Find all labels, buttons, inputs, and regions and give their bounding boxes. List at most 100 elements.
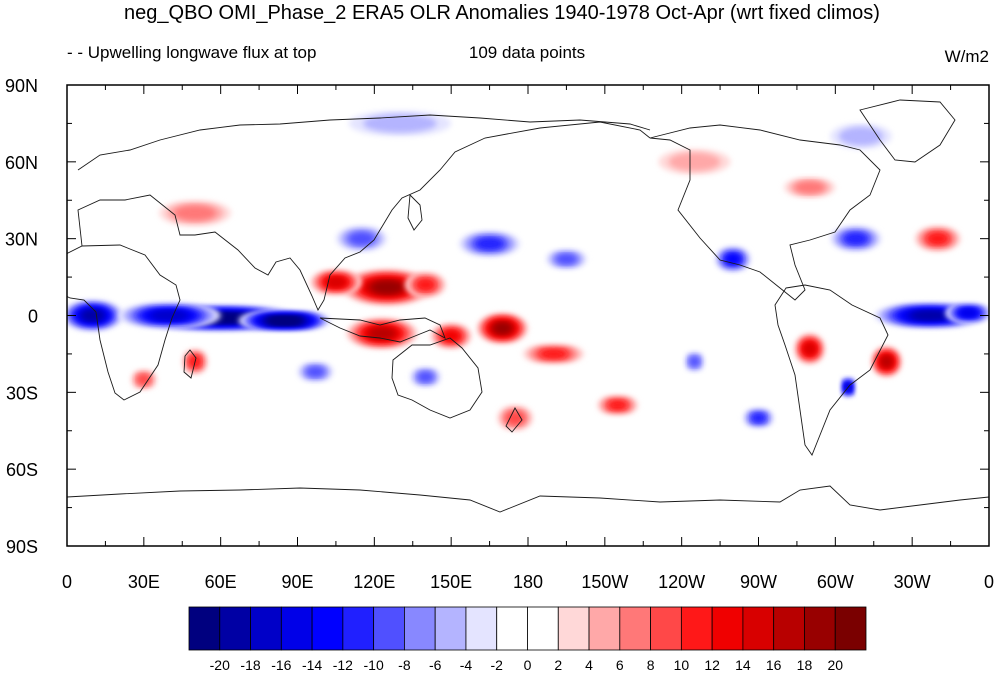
australia-coastline: [391, 337, 483, 419]
antarctica-coastline: [67, 485, 989, 513]
anomaly-contour: [418, 371, 434, 382]
anomaly-contour: [174, 205, 216, 221]
colorbar: -20 -18 -16 -14 -12 -10 -8 -6 -4 -2 0 2 4 6 8 10 12 14 16 1…: [188, 606, 867, 673]
lon-tick-label: 150E: [430, 572, 472, 592]
lon-tick-label: 60W: [817, 572, 854, 592]
colorbar-swatch: [404, 606, 436, 651]
subtitle-left: - - Upwelling longwave flux at top: [67, 43, 316, 62]
colorbar-label: -16: [271, 657, 291, 673]
colorbar-swatch: [434, 606, 467, 651]
lat-tick-label: 90N: [5, 76, 38, 96]
subtitle-center: 109 data points: [469, 43, 585, 62]
greenland-coastline: [859, 99, 956, 163]
colorbar-swatch: [280, 606, 313, 651]
anomaly-contour: [608, 400, 627, 410]
lon-tick-label: 180: [513, 572, 543, 592]
lat-tick-label: 60N: [5, 153, 38, 173]
anomaly-region-16: [545, 248, 587, 270]
colorbar-swatch: [588, 606, 621, 651]
anomaly-contour: [416, 279, 435, 291]
anomaly-contour: [476, 238, 503, 250]
colorbar-label: 12: [704, 657, 720, 673]
lon-tick-label: 0: [984, 572, 994, 592]
colorbar-swatch: [619, 606, 651, 651]
colorbar-swatch: [773, 606, 805, 651]
anomaly-contour: [369, 328, 395, 339]
anomaly-contour: [506, 411, 524, 425]
anomaly-contour: [271, 317, 298, 324]
colorbar-label: -4: [460, 657, 473, 673]
map-axis-ticks: [66, 84, 990, 547]
lon-tick-label: 60E: [205, 572, 237, 592]
colorbar-swatch: [219, 606, 251, 651]
anomaly-region-20: [794, 333, 826, 365]
anomaly-contour: [960, 309, 977, 317]
colorbar-label: 8: [647, 657, 655, 673]
anomaly-region-17: [714, 246, 751, 272]
colorbar-swatch: [650, 606, 682, 651]
anomaly-region-29: [743, 407, 774, 429]
anomaly-region-2: [238, 310, 331, 331]
colorbar-label: 4: [585, 657, 593, 673]
coastlines: [67, 99, 989, 513]
colorbar-label: 16: [766, 657, 782, 673]
anomaly-region-4: [118, 302, 221, 329]
colorbar-swatch: [834, 606, 867, 651]
lon-tick-label: 120E: [353, 572, 395, 592]
anomaly-region-18: [830, 225, 882, 252]
new-zealand-coastline: [505, 407, 523, 433]
anomaly-contour: [668, 152, 721, 172]
anomaly-contour: [751, 413, 766, 423]
anomaly-contour: [494, 323, 511, 334]
lon-tick-label: 0: [62, 572, 72, 592]
colorbar-label: -14: [302, 657, 322, 673]
anomaly-contour: [82, 310, 103, 321]
lon-tick-label: 30E: [128, 572, 160, 592]
anomaly-contour: [689, 356, 700, 367]
colorbar-swatch: [680, 606, 713, 651]
anomaly-region-27: [597, 394, 639, 416]
africa-coastline: [67, 244, 181, 401]
colorbar-label: -12: [333, 657, 353, 673]
colorbar-label: -20: [210, 657, 230, 673]
colorbar-label: 6: [616, 657, 624, 673]
anomaly-region-15: [458, 230, 521, 257]
anomaly-contour: [844, 233, 867, 245]
colorbar-swatch: [311, 606, 344, 651]
latitude-tick-labels: 90N 60N 30N 0 30S 60S 90S: [5, 76, 38, 557]
units-label: W/m2: [945, 47, 989, 66]
anomaly-contour: [725, 254, 740, 265]
longitude-tick-labels: 0 30E 60E 90E 120E 150E 180 150W 120W 90W 60W 30W 0: [62, 572, 994, 592]
anomaly-region-26: [410, 366, 441, 388]
anomaly-region-13: [522, 343, 585, 365]
colorbar-label: -8: [398, 657, 411, 673]
anomaly-region-3: [67, 300, 124, 331]
colorbar-label: 14: [735, 657, 751, 673]
colorbar-label: -6: [429, 657, 442, 673]
anomaly-contour: [794, 181, 825, 194]
north-america-coastline: [649, 124, 881, 301]
colorbar-swatch: [557, 606, 590, 651]
colorbar-swatch: [188, 606, 221, 651]
colorbar-swatch: [804, 606, 836, 651]
anomaly-region-23: [131, 369, 157, 390]
lon-tick-label: 90W: [740, 572, 777, 592]
colorbar-label: 2: [554, 657, 562, 673]
anomaly-region-31: [159, 200, 231, 226]
anomaly-region-28: [684, 351, 705, 372]
anomaly-region-10: [346, 318, 418, 349]
colorbar-label: -10: [364, 657, 384, 673]
lon-tick-label: 90E: [281, 572, 313, 592]
south-america-coastline: [774, 284, 889, 456]
anomaly-contour: [443, 330, 460, 342]
colorbar-label: 18: [797, 657, 813, 673]
colorbar-swatch: [465, 606, 498, 651]
anomaly-region-12: [430, 323, 472, 349]
anomaly-contour: [326, 277, 346, 287]
eurasia-coastline: [77, 121, 651, 311]
anomaly-contour: [306, 366, 325, 377]
lon-tick-label: 30W: [894, 572, 931, 592]
anomaly-contour: [804, 343, 816, 355]
anomaly-contour: [927, 233, 948, 245]
anomaly-region-11: [476, 312, 528, 344]
